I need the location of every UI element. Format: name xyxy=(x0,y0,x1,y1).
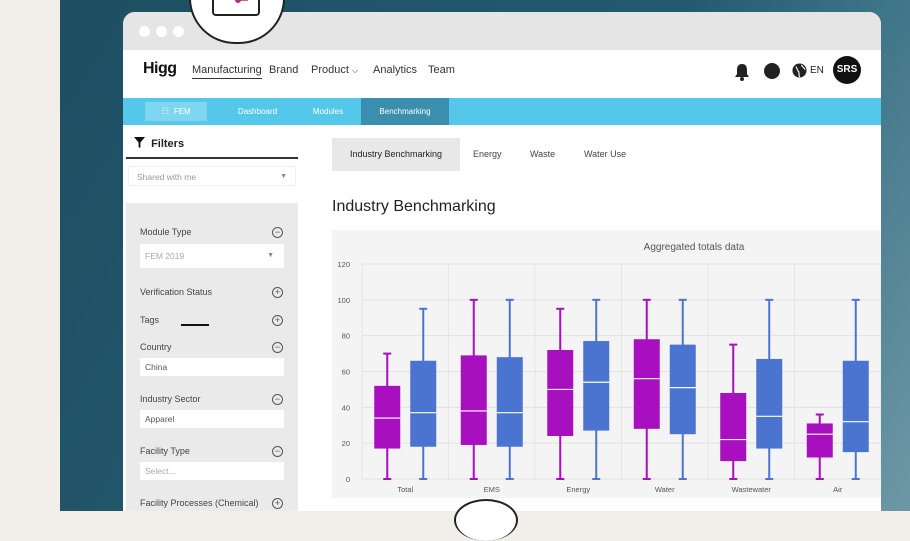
box xyxy=(460,355,487,445)
filter-panel: Module Type − FEM 2019 ▼ Verification St… xyxy=(126,203,298,511)
minus-circle-icon[interactable]: − xyxy=(272,342,283,353)
industry-sector-label: Industry Sector xyxy=(140,394,201,404)
facility-processes-label: Facility Processes (Chemical) xyxy=(140,498,259,508)
fem-module-selector[interactable]: ☷ FEM xyxy=(145,102,207,121)
tags-label: Tags xyxy=(140,315,160,325)
caret-down-icon: ▼ xyxy=(267,252,274,259)
facility-type-label: Facility Type xyxy=(140,446,190,456)
x-tick-label: EMS xyxy=(484,485,500,494)
avatar[interactable]: SRS xyxy=(833,56,861,84)
window-dot[interactable] xyxy=(173,26,184,37)
box xyxy=(842,360,869,453)
grid-icon: ☷ xyxy=(161,106,170,116)
y-tick-label: 60 xyxy=(342,368,350,377)
decorative-circle xyxy=(454,499,518,541)
language-selector[interactable]: EN xyxy=(810,65,824,76)
chart-panel: Aggregated totals data 0 20 40 60 80 100 120 To… xyxy=(332,230,881,498)
fem-label: FEM xyxy=(173,107,191,116)
box xyxy=(633,339,660,429)
verification-status-label: Verification Status xyxy=(140,287,213,297)
box xyxy=(806,423,833,458)
country-field[interactable]: China xyxy=(140,358,284,376)
module-type-label: Module Type xyxy=(140,227,192,237)
bell-icon[interactable] xyxy=(734,63,750,81)
nav-brand[interactable]: Brand xyxy=(269,64,299,76)
chart-title: Aggregated totals data xyxy=(644,242,745,253)
x-tick-label: Air xyxy=(833,485,843,494)
y-tick-label: 120 xyxy=(337,260,350,269)
module-type-value: FEM 2019 xyxy=(145,251,185,261)
box xyxy=(496,357,523,447)
cursor-line xyxy=(181,324,209,326)
subnav-benchmarking[interactable]: Benchmarking xyxy=(361,98,449,125)
y-tick-label: 80 xyxy=(342,332,350,341)
plus-circle-icon[interactable]: + xyxy=(272,498,283,509)
y-tick-label: 100 xyxy=(337,296,350,305)
page-title: Industry Benchmarking xyxy=(332,198,496,215)
funnel-icon xyxy=(134,137,145,148)
facility-type-field[interactable]: Select... xyxy=(140,462,284,480)
brand-logo[interactable]: Higg xyxy=(143,60,177,77)
box xyxy=(756,358,783,449)
tab-waste[interactable]: Waste xyxy=(530,149,556,159)
main-content: Industry Benchmarking Energy Waste Water… xyxy=(313,125,881,511)
chevron-down-icon: ⌵ xyxy=(351,66,359,75)
nav-analytics[interactable]: Analytics xyxy=(373,64,418,76)
industry-sector-value: Apparel xyxy=(145,414,175,424)
subnav-dashboard[interactable]: Dashboard xyxy=(237,107,278,116)
facility-type-placeholder: Select... xyxy=(145,466,176,476)
box xyxy=(374,385,401,449)
top-navigation: Higg Manufacturing Brand Product ⌵ Analy… xyxy=(123,50,881,97)
filters-title: Filters xyxy=(151,138,185,150)
country-label: Country xyxy=(140,342,172,352)
logo-frame xyxy=(212,0,260,16)
x-tick-label: Energy xyxy=(566,485,590,494)
y-tick-label: 40 xyxy=(342,403,350,412)
window-dot[interactable] xyxy=(156,26,167,37)
filters-header: Filters xyxy=(134,137,184,150)
country-value: China xyxy=(145,362,168,372)
box xyxy=(583,341,610,431)
browser-window: Higg Manufacturing Brand Product ⌵ Analy… xyxy=(123,12,881,511)
plus-circle-icon[interactable]: + xyxy=(272,287,283,298)
x-tick-label: Total xyxy=(397,485,413,494)
minus-circle-icon[interactable]: − xyxy=(272,394,283,405)
x-tick-label: Water xyxy=(655,485,675,494)
nav-team[interactable]: Team xyxy=(428,64,455,76)
minus-circle-icon[interactable]: − xyxy=(272,227,283,238)
divider xyxy=(126,157,298,159)
x-tick-label: Wastewater xyxy=(732,485,772,494)
box xyxy=(720,393,747,462)
subnav-modules[interactable]: Modules xyxy=(312,107,344,116)
nav-product[interactable]: Product ⌵ xyxy=(311,64,358,76)
caret-down-icon: ▼ xyxy=(280,173,287,180)
share-icon xyxy=(235,0,248,3)
plus-circle-icon[interactable]: + xyxy=(272,315,283,326)
tab-energy[interactable]: Energy xyxy=(473,149,502,159)
module-type-select[interactable]: FEM 2019 ▼ xyxy=(140,244,284,268)
status-icon[interactable] xyxy=(764,63,780,79)
tab-water-use[interactable]: Water Use xyxy=(584,149,627,159)
globe-icon[interactable] xyxy=(792,63,807,78)
boxplot-chart: Aggregated totals data 0 20 40 60 80 100 120 To… xyxy=(337,242,881,494)
tab-industry-benchmarking[interactable]: Industry Benchmarking xyxy=(332,138,460,171)
nav-product-label: Product xyxy=(311,64,349,76)
window-dot[interactable] xyxy=(139,26,150,37)
shared-with-me-select[interactable]: Shared with me ▼ xyxy=(128,166,296,186)
box xyxy=(410,360,437,447)
box xyxy=(547,350,574,436)
filters-sidebar: Filters Shared with me ▼ Module Type − F… xyxy=(126,125,298,511)
box xyxy=(669,344,696,435)
nav-manufacturing[interactable]: Manufacturing xyxy=(192,64,262,79)
industry-sector-field[interactable]: Apparel xyxy=(140,410,284,428)
shared-with-me-value: Shared with me xyxy=(137,172,197,182)
sub-navigation: ☷ FEM Dashboard Modules Benchmarking xyxy=(123,98,881,125)
y-tick-label: 0 xyxy=(346,475,350,484)
minus-circle-icon[interactable]: − xyxy=(272,446,283,457)
y-tick-label: 20 xyxy=(342,439,350,448)
